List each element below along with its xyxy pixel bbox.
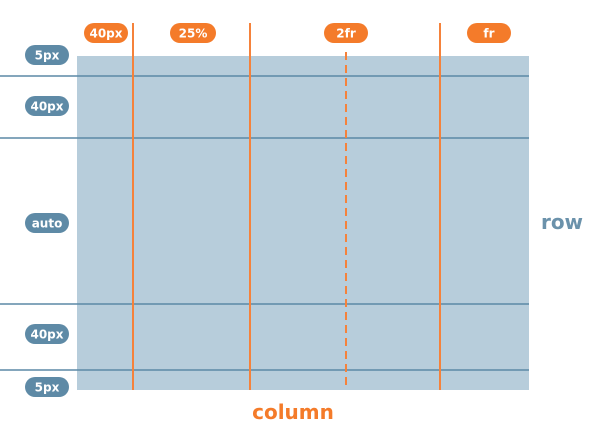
column-pill-fr: fr <box>467 23 511 43</box>
column-pill-shape <box>324 23 368 43</box>
row-pill-40px-bottom: 40px <box>25 324 69 344</box>
row-pill-5px-top: 5px <box>25 45 69 65</box>
column-pill-label: 2fr <box>336 27 356 41</box>
column-pill-shape <box>467 23 511 43</box>
row-pill-shape <box>25 324 69 344</box>
row-pill-label: auto <box>32 217 63 231</box>
row-pill-shape <box>25 213 69 233</box>
row-pill-shape <box>25 377 69 397</box>
column-pill-2fr: 2fr <box>324 23 368 43</box>
row-pill-5px-bottom: 5px <box>25 377 69 397</box>
row-pill-auto: auto <box>25 213 69 233</box>
row-pill-label: 40px <box>30 100 63 114</box>
row-axis-label: row <box>541 210 583 234</box>
column-pill-25pct: 25% <box>170 23 216 43</box>
column-pill-label: fr <box>483 27 494 41</box>
column-pill-label: 40px <box>89 27 122 41</box>
column-lines <box>132 23 441 390</box>
column-pill-40px: 40px <box>84 23 128 43</box>
row-pill-shape <box>25 96 69 116</box>
row-pill-40px-top: 40px <box>25 96 69 116</box>
column-pill-shape <box>170 23 216 43</box>
row-pill-label: 5px <box>35 49 60 63</box>
row-pill-label: 40px <box>30 328 63 342</box>
column-pill-shape <box>84 23 128 43</box>
column-pill-label: 25% <box>179 27 208 41</box>
row-pill-label: 5px <box>35 381 60 395</box>
row-pill-shape <box>25 45 69 65</box>
grid-area <box>77 56 529 390</box>
column-axis-label: column <box>252 400 334 424</box>
